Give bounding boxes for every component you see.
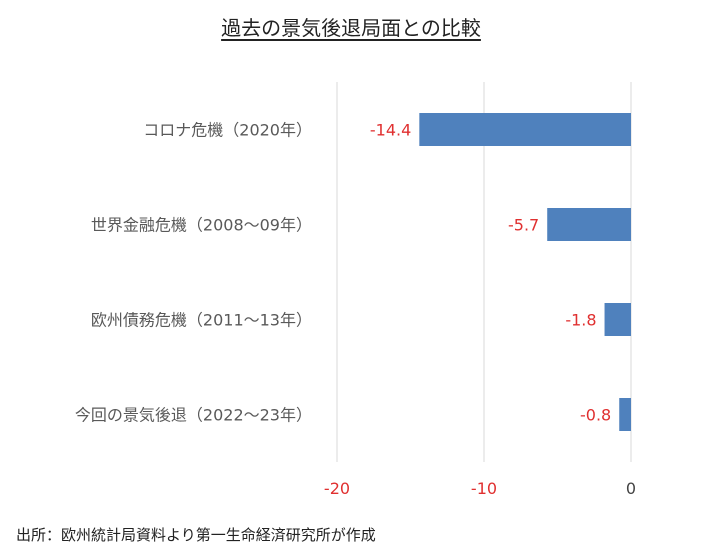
bar-chart: -20 -10 0 -14.4 コロナ危機（2020年） -5.7 世界金融危機（2008〜… [75,82,636,498]
x-tick-label: -10 [471,479,497,498]
bar [619,398,631,431]
category-label: 世界金融危機（2008〜09年） [91,216,312,235]
chart-title: 過去の景気後退局面との比較 [0,12,702,41]
bar [604,303,631,336]
bar [547,208,631,241]
bar [419,113,631,146]
category-label: コロナ危機（2020年） [143,121,312,140]
x-tick-label: -20 [324,479,350,498]
data-label: -5.7 [508,216,539,235]
source-note: 出所：欧州統計局資料より第一生命経済研究所が作成 [16,526,376,544]
data-label: -0.8 [580,406,611,425]
data-label: -14.4 [370,121,411,140]
category-label: 欧州債務危機（2011〜13年） [91,311,312,330]
x-tick-label: 0 [626,479,636,498]
data-label: -1.8 [565,311,596,330]
chart-title-text: 過去の景気後退局面との比較 [221,16,481,40]
category-label: 今回の景気後退（2022〜23年） [75,406,312,425]
